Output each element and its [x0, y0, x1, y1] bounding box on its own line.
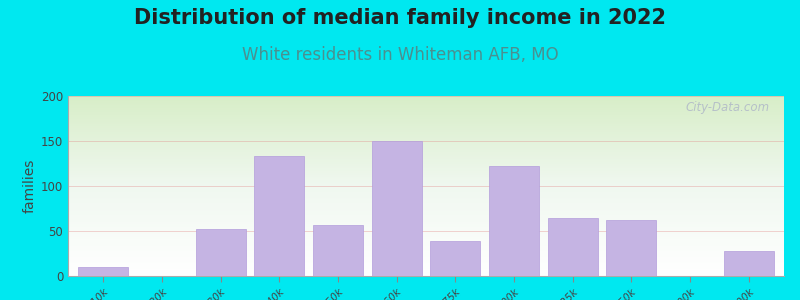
Bar	[548, 218, 598, 276]
Y-axis label: families: families	[22, 159, 37, 213]
Bar	[372, 141, 422, 276]
Bar	[78, 267, 128, 276]
Bar	[606, 220, 656, 276]
Bar	[724, 251, 774, 276]
Bar	[313, 225, 363, 276]
Bar	[196, 229, 246, 276]
Bar	[254, 156, 304, 276]
Text: White residents in Whiteman AFB, MO: White residents in Whiteman AFB, MO	[242, 46, 558, 64]
Text: Distribution of median family income in 2022: Distribution of median family income in …	[134, 8, 666, 28]
Text: City-Data.com: City-Data.com	[686, 101, 770, 114]
Bar	[489, 166, 539, 276]
Bar	[430, 241, 480, 276]
